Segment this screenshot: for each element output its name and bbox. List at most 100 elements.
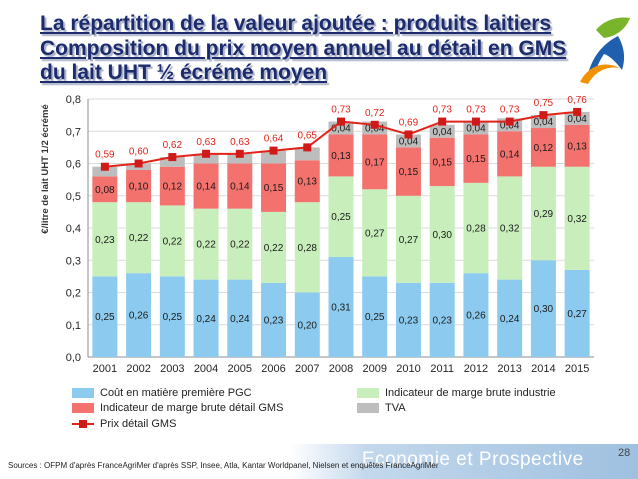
data-label: 0,22	[230, 240, 250, 251]
data-label: 0,10	[129, 182, 149, 193]
bar-segment	[429, 137, 455, 187]
price-label: 0,65	[298, 130, 318, 141]
page-number: 28	[618, 447, 631, 459]
data-label: 0,25	[95, 312, 115, 323]
data-label: 0,31	[331, 303, 351, 314]
bar-series: 0,25 0,26 0,25 0,24 0,24 0,23 0,20 0,31 0,25 0,23…	[92, 257, 590, 357]
bar-segment	[328, 134, 354, 177]
bar-segment	[261, 282, 287, 357]
legend-label: Coût en matière première PGC	[100, 387, 252, 399]
x-tick-label: 2011	[430, 363, 454, 375]
bar-segment	[463, 134, 489, 183]
bar-segment	[530, 115, 556, 129]
bar-segment	[463, 182, 489, 274]
y-tick-label: 0,6	[66, 159, 81, 171]
data-label: 0,23	[264, 315, 284, 326]
x-tick-label: 2014	[531, 363, 555, 375]
legend-swatch	[357, 403, 379, 413]
bar-series: 0,04 0,04 0,04 0,04 0,04 0,04 0,04 0,04	[92, 111, 590, 177]
legend-swatch	[357, 388, 379, 398]
bar-segment	[395, 195, 421, 283]
logo-green-leaf	[596, 17, 630, 38]
data-label: 0,25	[163, 312, 183, 323]
data-label: 0,04	[399, 136, 419, 147]
x-tick-label: 2007	[295, 363, 319, 375]
bar-segment	[92, 276, 118, 357]
data-label: 0,12	[534, 143, 554, 154]
title-line-2: Composition du prix moyen annuel au déta…	[40, 36, 567, 60]
bar-segment	[92, 166, 118, 177]
bar-segment	[328, 121, 354, 135]
y-tick-label: 0,0	[66, 352, 81, 364]
data-label: 0,13	[567, 141, 587, 152]
data-label: 0,27	[399, 235, 419, 246]
bar-segment	[429, 282, 455, 357]
price-label: 0,72	[365, 108, 385, 119]
data-label: 0,15	[264, 183, 284, 194]
bar-segment	[193, 163, 219, 209]
data-label: 0,23	[432, 315, 452, 326]
price-marker	[134, 159, 143, 168]
data-label: 0,27	[567, 309, 587, 320]
data-label: 0,26	[129, 311, 149, 322]
legend-swatch	[72, 403, 94, 413]
data-label: 0,17	[365, 157, 385, 168]
data-label: 0,13	[298, 177, 318, 188]
bar-segment	[362, 134, 388, 190]
price-label: 0,63	[196, 137, 216, 148]
y-axis-title: €/litre de lait UHT 1/2 écrémé	[40, 104, 51, 233]
legend-marker	[79, 420, 87, 428]
data-label: 0,32	[567, 214, 587, 225]
legend-item: Indicateur de marge brute industrie	[357, 386, 556, 400]
price-label: 0,76	[567, 95, 587, 106]
x-tick-label: 2013	[497, 363, 521, 375]
data-label: 0,12	[163, 182, 183, 193]
bar-series: 0,08 0,10 0,12 0,14 0,14 0,15 0,13 0,13 0,17 0,15…	[92, 124, 590, 212]
sources-note: Sources : OFPM d'après FranceAgriMer d'a…	[8, 461, 439, 470]
price-label: 0,63	[230, 137, 250, 148]
y-tick-label: 0,5	[66, 191, 81, 203]
x-tick-label: 2006	[261, 363, 285, 375]
bar-segment	[227, 279, 253, 357]
price-label: 0,60	[129, 147, 149, 158]
data-label: 0,23	[95, 235, 115, 246]
bar-segment	[193, 208, 219, 280]
price-label: 0,73	[432, 105, 452, 116]
bar-segment	[429, 186, 455, 283]
x-tick-label: 2005	[228, 363, 252, 375]
price-marker	[505, 117, 514, 126]
price-marker	[404, 130, 413, 139]
bar-segment	[126, 273, 152, 357]
bar-segment	[261, 150, 287, 164]
price-label: 0,73	[466, 105, 486, 116]
price-marker	[269, 146, 278, 155]
data-label: 0,14	[500, 149, 520, 160]
title-line-3: du lait UHT ½ écrémé moyen	[40, 61, 328, 84]
data-label: 0,25	[365, 312, 385, 323]
bar-segment	[261, 163, 287, 212]
bar-segment	[159, 205, 185, 277]
price-marker	[168, 153, 177, 162]
price-label: 0,64	[264, 134, 284, 145]
bar-segment	[159, 276, 185, 357]
bar-segment	[497, 279, 523, 357]
legend-swatch	[72, 388, 94, 398]
price-marker	[438, 117, 447, 126]
price-label: 0,73	[331, 105, 351, 116]
legend-item: Prix détail GMS	[72, 417, 176, 431]
bar-segment	[395, 134, 421, 148]
data-label: 0,23	[399, 315, 419, 326]
bar-segment	[362, 189, 388, 277]
data-label: 0,28	[466, 224, 486, 235]
bar-segment	[463, 273, 489, 357]
bar-segment	[497, 131, 523, 177]
bar-segment	[294, 202, 320, 293]
price-label: 0,73	[500, 105, 520, 116]
bar-segment	[328, 257, 354, 357]
footer-brand: Economie et Prospective	[362, 449, 584, 470]
y-axis-ticks: 0,0 0,1 0,2 0,3 0,4 0,5 0,6 0,7 0,8	[66, 94, 81, 364]
bar-segment	[227, 163, 253, 209]
price-marker	[235, 149, 244, 158]
bar-segment	[564, 124, 590, 167]
data-label: 0,13	[331, 151, 351, 162]
